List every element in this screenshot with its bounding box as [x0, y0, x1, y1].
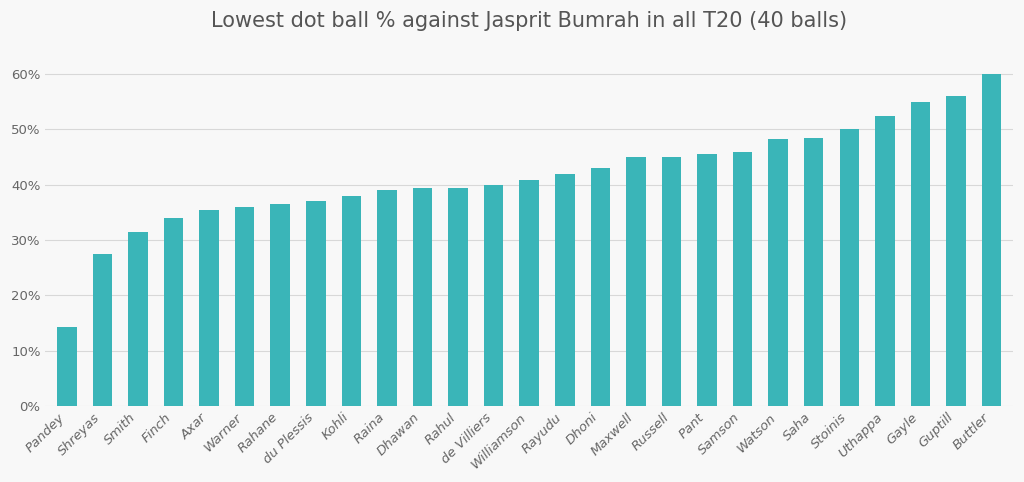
- Bar: [768, 139, 787, 406]
- Bar: [92, 254, 113, 406]
- Bar: [591, 168, 610, 406]
- Bar: [626, 157, 646, 406]
- Bar: [413, 187, 432, 406]
- Bar: [234, 207, 254, 406]
- Bar: [910, 102, 930, 406]
- Bar: [733, 152, 753, 406]
- Bar: [697, 154, 717, 406]
- Bar: [662, 157, 681, 406]
- Bar: [483, 185, 504, 406]
- Bar: [200, 210, 219, 406]
- Bar: [555, 174, 574, 406]
- Bar: [946, 96, 966, 406]
- Bar: [57, 327, 77, 406]
- Bar: [342, 196, 361, 406]
- Bar: [164, 218, 183, 406]
- Bar: [876, 116, 895, 406]
- Bar: [377, 190, 396, 406]
- Bar: [519, 180, 539, 406]
- Bar: [449, 187, 468, 406]
- Bar: [270, 204, 290, 406]
- Bar: [840, 130, 859, 406]
- Bar: [306, 201, 326, 406]
- Bar: [128, 232, 147, 406]
- Title: Lowest dot ball % against Jasprit Bumrah in all T20 (40 balls): Lowest dot ball % against Jasprit Bumrah…: [211, 11, 847, 31]
- Bar: [804, 138, 823, 406]
- Bar: [982, 74, 1001, 406]
